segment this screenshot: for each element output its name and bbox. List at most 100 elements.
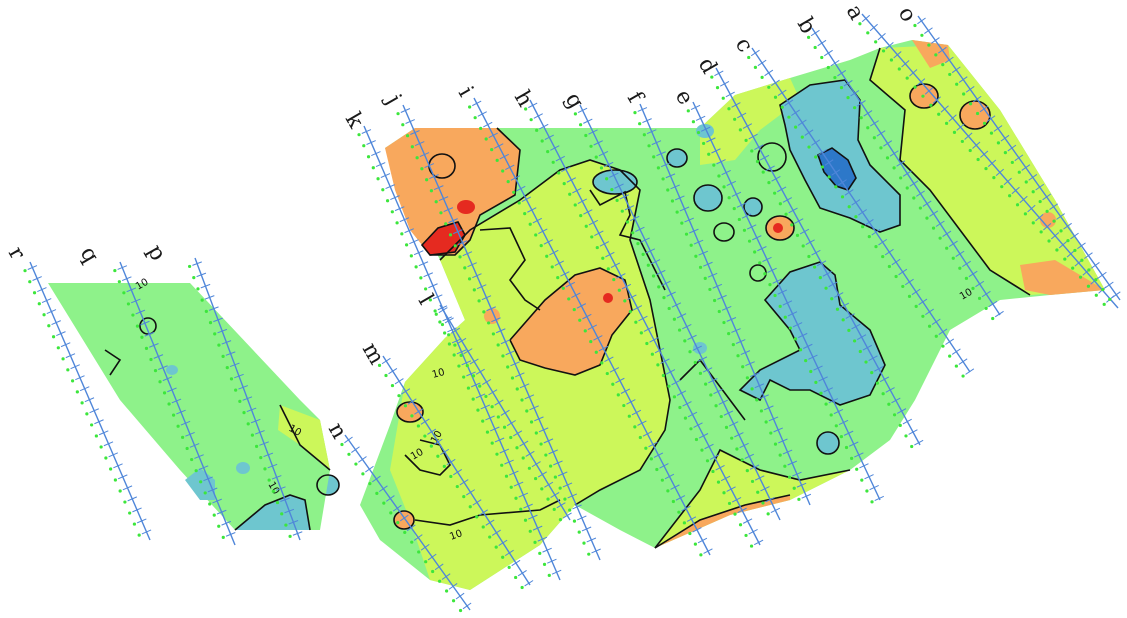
survey-station-marker	[453, 244, 457, 248]
survey-station-tick	[438, 196, 449, 202]
survey-station-marker	[212, 513, 216, 517]
teal-low-small-2	[744, 198, 762, 216]
survey-station-marker	[1094, 293, 1098, 297]
survey-station-marker	[763, 272, 767, 276]
survey-station-marker	[415, 156, 419, 160]
survey-station-tick	[654, 347, 665, 354]
survey-station-marker	[694, 254, 698, 258]
survey-line-d	[710, 67, 924, 449]
survey-station-marker	[213, 332, 217, 336]
survey-station-tick	[707, 272, 718, 278]
survey-station-marker	[738, 523, 743, 527]
survey-station-marker	[778, 304, 782, 308]
survey-station-tick	[862, 344, 872, 351]
survey-station-marker	[366, 155, 371, 159]
survey-station-tick	[510, 361, 520, 367]
survey-station-marker	[713, 298, 717, 303]
survey-station-tick	[472, 100, 482, 107]
survey-station-tick	[432, 294, 443, 300]
survey-station-marker	[113, 478, 117, 482]
survey-station-marker	[756, 490, 760, 494]
survey-station-tick	[944, 56, 954, 64]
survey-station-marker	[475, 515, 479, 519]
survey-line-label-l: l	[413, 291, 438, 310]
survey-station-marker	[259, 455, 263, 460]
survey-station-tick	[759, 394, 769, 400]
survey-station-tick	[41, 298, 52, 304]
survey-station-tick	[823, 387, 833, 393]
survey-station-marker	[740, 458, 744, 462]
survey-station-tick	[1084, 252, 1093, 259]
survey-station-marker	[887, 402, 891, 406]
survey-station-marker	[773, 442, 778, 446]
survey-station-marker	[952, 130, 957, 134]
survey-station-marker	[794, 125, 798, 129]
survey-station-marker	[85, 412, 89, 416]
survey-station-marker	[682, 521, 686, 525]
survey-station-marker	[840, 195, 845, 199]
survey-station-tick	[701, 126, 711, 132]
survey-station-tick	[555, 155, 565, 162]
contour-line	[765, 215, 795, 241]
survey-station-marker	[860, 478, 864, 482]
survey-station-marker	[410, 414, 414, 418]
survey-station-tick	[456, 349, 467, 355]
survey-station-marker	[722, 185, 726, 189]
survey-station-tick	[760, 486, 770, 492]
survey-station-tick	[777, 289, 788, 295]
survey-station-marker	[131, 313, 135, 317]
survey-station-marker	[445, 589, 449, 593]
survey-station-tick	[666, 291, 676, 297]
survey-station-tick	[975, 280, 985, 288]
survey-station-marker	[381, 188, 385, 192]
contour-line	[234, 494, 311, 531]
survey-station-marker	[744, 138, 748, 143]
survey-station-tick	[534, 416, 544, 422]
survey-station-marker	[368, 481, 372, 486]
survey-station-tick	[466, 489, 475, 496]
survey-station-tick	[782, 197, 793, 203]
survey-station-tick	[463, 348, 473, 355]
survey-station-marker	[724, 425, 729, 429]
survey-station-marker	[572, 519, 577, 523]
survey-station-marker	[850, 456, 854, 460]
survey-station-marker	[137, 533, 141, 537]
survey-station-marker	[453, 343, 457, 347]
survey-station-tick	[883, 140, 893, 147]
survey-station-marker	[809, 369, 813, 374]
survey-station-tick	[221, 520, 231, 526]
survey-station-tick	[1014, 154, 1024, 162]
survey-station-marker	[452, 353, 456, 357]
survey-station-tick	[893, 51, 902, 59]
survey-station-marker	[501, 555, 505, 559]
survey-station-tick	[765, 496, 775, 503]
survey-station-tick	[491, 317, 501, 323]
survey-station-marker	[712, 163, 716, 167]
survey-station-tick	[723, 410, 734, 416]
survey-station-tick	[692, 345, 702, 351]
survey-station-tick	[427, 553, 437, 561]
survey-station-tick	[833, 408, 844, 415]
survey-station-tick	[797, 332, 808, 339]
survey-station-tick	[870, 120, 879, 127]
contour-line	[430, 127, 521, 256]
survey-station-marker	[288, 534, 292, 538]
survey-station-marker	[610, 187, 614, 192]
survey-station-tick	[475, 368, 485, 375]
survey-station-tick	[410, 130, 420, 135]
survey-station-tick	[909, 69, 918, 77]
survey-station-tick	[755, 475, 765, 481]
survey-station-tick	[381, 357, 391, 365]
survey-station-marker	[420, 167, 424, 171]
survey-station-marker	[409, 254, 413, 258]
survey-station-tick	[1104, 281, 1114, 289]
survey-station-marker	[638, 122, 642, 126]
survey-station-tick	[684, 217, 694, 223]
survey-station-marker	[827, 175, 831, 179]
survey-station-tick	[849, 441, 859, 447]
survey-station-tick	[909, 180, 919, 187]
survey-station-marker	[941, 63, 945, 67]
survey-station-tick	[37, 287, 47, 292]
survey-station-marker	[459, 353, 463, 357]
survey-station-tick	[189, 443, 200, 448]
